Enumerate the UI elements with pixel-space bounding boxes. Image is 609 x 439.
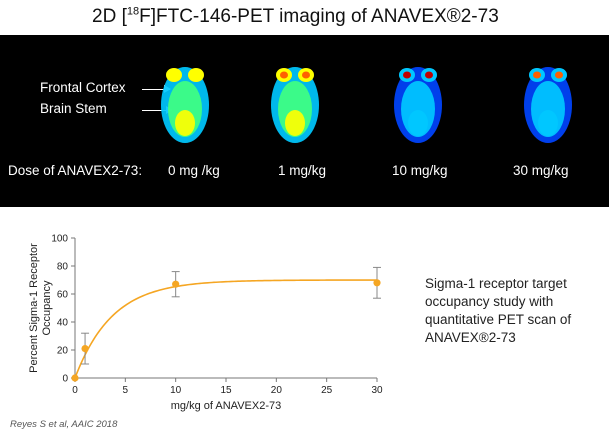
y-tick-label: 20 xyxy=(57,346,69,357)
scan-region-5 xyxy=(170,71,178,79)
data-point-3 xyxy=(373,279,381,287)
data-point-2 xyxy=(172,280,180,288)
dose-10mg: 10 mg/kg xyxy=(392,163,448,178)
chart-axes: 0 20 40 60 80 100 0 5 10 15 20 25 30 xyxy=(51,234,383,397)
x-tick-label: 5 xyxy=(123,385,129,396)
scan-region-6 xyxy=(302,71,310,79)
figure-caption: Sigma-1 receptor target occupancy study … xyxy=(425,276,572,345)
x-tick-label: 30 xyxy=(371,385,383,396)
scan-region-2 xyxy=(175,110,195,136)
x-tick-label: 25 xyxy=(321,385,333,396)
scan-region-5 xyxy=(533,71,541,79)
x-tick-label: 20 xyxy=(271,385,283,396)
scan-region-6 xyxy=(555,71,563,79)
pet-scan-30mg xyxy=(524,67,572,143)
x-tick-label: 10 xyxy=(170,385,182,396)
data-point-0 xyxy=(71,374,79,382)
figure-title: 2D [18F]FTC-146-PET imaging of ANAVEX®2-… xyxy=(92,5,499,27)
y-tick-label: 80 xyxy=(57,262,69,273)
scan-region-2 xyxy=(285,110,305,136)
scan-region-6 xyxy=(425,71,433,79)
pet-scan-0mg xyxy=(161,67,209,143)
y-tick-label: 100 xyxy=(51,234,68,245)
dose-30mg: 30 mg/kg xyxy=(513,163,569,178)
brain-stem-label: Brain Stem xyxy=(40,101,107,116)
occupancy-chart: 0 20 40 60 80 100 0 5 10 15 20 25 30 mg/kg of ANAVEX… xyxy=(28,234,383,413)
fit-curve xyxy=(74,279,377,379)
scan-region-5 xyxy=(403,71,411,79)
y-tick-label: 0 xyxy=(62,374,68,385)
pet-scan-1mg xyxy=(271,67,319,143)
scan-region-5 xyxy=(280,71,288,79)
frontal-cortex-label: Frontal Cortex xyxy=(40,80,126,95)
dose-0mg: 0 mg /kg xyxy=(168,163,220,178)
dose-label: Dose of ANAVEX2-73: xyxy=(8,163,143,178)
x-tick-label: 0 xyxy=(72,385,78,396)
pet-image-panel: Frontal Cortex Brain Stem Dose of ANAVEX… xyxy=(0,35,609,207)
x-tick-label: 15 xyxy=(220,385,232,396)
pet-scan-10mg xyxy=(394,67,442,143)
x-axis-label: mg/kg of ANAVEX2-73 xyxy=(171,400,281,412)
y-axis-label-line-1: Percent Sigma-1 Receptor xyxy=(28,243,40,373)
scan-region-2 xyxy=(408,110,428,136)
scan-region-2 xyxy=(538,110,558,136)
y-tick-label: 60 xyxy=(57,290,69,301)
data-point-1 xyxy=(81,345,89,353)
citation: Reyes S et al, AAIC 2018 xyxy=(10,419,118,430)
scan-region-6 xyxy=(192,71,200,79)
dose-1mg: 1 mg/kg xyxy=(278,163,327,178)
y-tick-label: 40 xyxy=(57,318,69,329)
y-axis-label-line-2: Occupancy xyxy=(41,280,53,336)
data-points xyxy=(71,266,381,382)
